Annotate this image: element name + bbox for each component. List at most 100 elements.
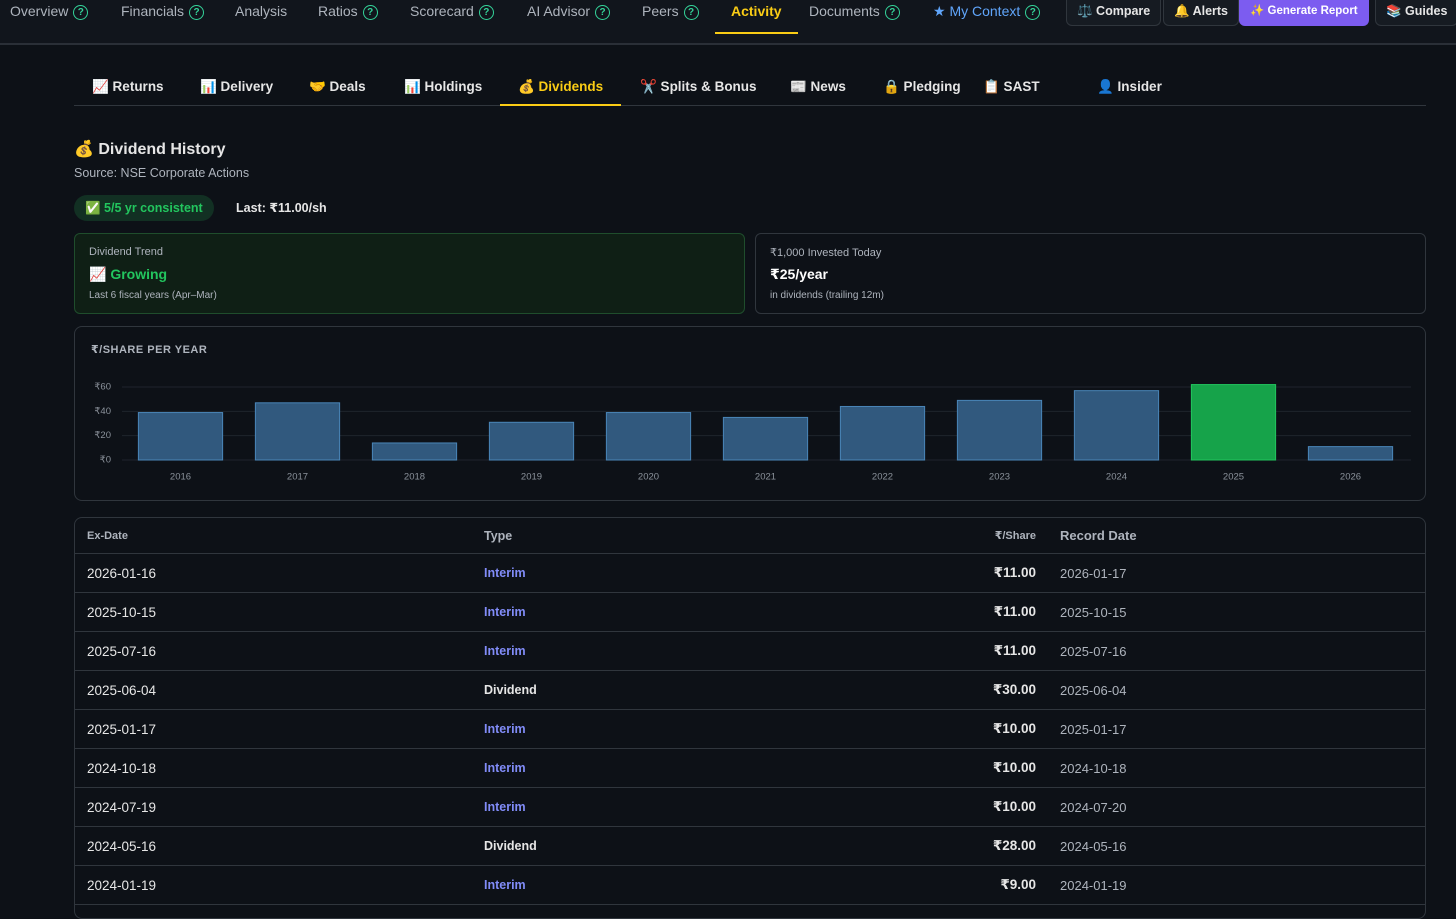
nav-tab-label[interactable]: AI Advisor bbox=[527, 3, 590, 19]
nav-tab-label[interactable]: ★ My Context bbox=[933, 3, 1020, 19]
table-cell[interactable]: 2025-10-15 bbox=[87, 605, 484, 620]
x-tick-label: 2026 bbox=[1340, 472, 1361, 483]
nav-tab[interactable]: Analysis bbox=[235, 0, 287, 32]
sub-tab[interactable]: 📰 News bbox=[772, 70, 864, 104]
table-cell[interactable]: Interim bbox=[484, 761, 914, 775]
chart-title: ₹/SHARE PER YEAR bbox=[91, 344, 207, 356]
nav-tab-label[interactable]: Scorecard bbox=[410, 3, 474, 19]
table-cell[interactable]: 2024-10-18 bbox=[87, 761, 484, 776]
table-cell[interactable]: Interim bbox=[484, 878, 914, 892]
nav-button[interactable]: ✨ Generate Report bbox=[1239, 0, 1369, 26]
table-cell[interactable]: Interim bbox=[484, 566, 914, 580]
table-cell[interactable]: 2024-07-20 bbox=[1036, 800, 1425, 815]
table-cell[interactable]: 2025-01-17 bbox=[87, 722, 484, 737]
table-cell[interactable]: 2026-01-17 bbox=[1036, 566, 1425, 581]
help-icon: ? bbox=[479, 5, 494, 20]
table-cell[interactable]: ₹10.00 bbox=[914, 799, 1036, 815]
table-cell[interactable]: ₹28.00 bbox=[914, 838, 1036, 854]
card-label: Dividend Trend bbox=[89, 246, 163, 258]
bar bbox=[255, 403, 339, 460]
table-row[interactable]: 2024-07-19Interim₹10.002024-07-20 bbox=[75, 788, 1425, 827]
table-cell[interactable]: 2024-05-16 bbox=[1036, 839, 1425, 854]
table-cell[interactable]: Dividend bbox=[484, 683, 914, 697]
table-cell[interactable]: 2025-07-16 bbox=[1036, 644, 1425, 659]
table-cell[interactable]: 2024-01-19 bbox=[87, 878, 484, 893]
table-cell[interactable]: 2024-05-16 bbox=[87, 839, 484, 854]
table-cell[interactable]: ₹9.00 bbox=[914, 877, 1036, 893]
top-nav: Overview?Financials?AnalysisRatios?Score… bbox=[0, 0, 1456, 45]
sub-tab[interactable]: ✂️ Splits & Bonus bbox=[622, 70, 775, 104]
help-icon: ? bbox=[189, 5, 204, 20]
help-icon: ? bbox=[73, 5, 88, 20]
table-cell[interactable]: 2024-01-19 bbox=[1036, 878, 1425, 893]
sub-tab[interactable]: 🤝 Deals bbox=[291, 70, 384, 104]
help-icon: ? bbox=[595, 5, 610, 20]
nav-tab-label[interactable]: Financials bbox=[121, 3, 184, 19]
bar bbox=[840, 406, 924, 460]
table-row[interactable]: 2025-01-17Interim₹10.002025-01-17 bbox=[75, 710, 1425, 749]
nav-button[interactable]: ⚖️ Compare bbox=[1066, 0, 1161, 26]
nav-tab[interactable]: Scorecard? bbox=[410, 0, 494, 32]
sub-tab[interactable]: 📈 Returns bbox=[74, 70, 182, 104]
table-cell[interactable]: Dividend bbox=[484, 839, 914, 853]
bar bbox=[957, 400, 1041, 460]
table-cell[interactable]: ₹10.00 bbox=[914, 760, 1036, 776]
table-cell[interactable]: ₹11.00 bbox=[914, 643, 1036, 659]
nav-tab-label[interactable]: Ratios bbox=[318, 3, 358, 19]
table-cell[interactable]: ₹11.00 bbox=[914, 565, 1036, 581]
table-cell[interactable]: 2025-07-16 bbox=[87, 644, 484, 659]
nav-button[interactable]: 🔔 Alerts bbox=[1163, 0, 1239, 26]
table-cell[interactable]: ₹30.00 bbox=[914, 682, 1036, 698]
nav-tab[interactable]: Activity bbox=[715, 0, 798, 34]
help-icon: ? bbox=[363, 5, 378, 20]
nav-tab-label[interactable]: Activity bbox=[731, 3, 782, 19]
help-icon: ? bbox=[684, 5, 699, 20]
table-cell[interactable]: 2025-01-17 bbox=[1036, 722, 1425, 737]
nav-tab[interactable]: Overview? bbox=[10, 0, 88, 32]
nav-button[interactable]: 📚 Guides bbox=[1375, 0, 1456, 26]
x-tick-label: 2024 bbox=[1106, 472, 1127, 483]
nav-tab[interactable]: Peers? bbox=[642, 0, 699, 32]
table-cell[interactable]: 2026-01-16 bbox=[87, 566, 484, 581]
y-tick-label: ₹60 bbox=[94, 382, 111, 393]
table-cell[interactable]: 2024-07-19 bbox=[87, 800, 484, 815]
table-cell[interactable]: 2025-10-15 bbox=[1036, 605, 1425, 620]
y-tick-label: ₹0 bbox=[100, 455, 111, 466]
table-row[interactable]: 2025-06-04Dividend₹30.002025-06-04 bbox=[75, 671, 1425, 710]
table-header[interactable]: Ex-DateType₹/ShareRecord Date bbox=[75, 518, 1425, 554]
table-row[interactable]: 2024-01-19Interim₹9.002024-01-19 bbox=[75, 866, 1425, 905]
table-cell[interactable]: 2025-06-04 bbox=[1036, 683, 1425, 698]
table-row[interactable]: 2025-07-16Interim₹11.002025-07-16 bbox=[75, 632, 1425, 671]
table-cell[interactable]: Interim bbox=[484, 605, 914, 619]
sub-tab[interactable]: 🔒 Pledging bbox=[865, 70, 979, 104]
table-row[interactable]: 2024-10-18Interim₹10.002024-10-18 bbox=[75, 749, 1425, 788]
table-cell[interactable]: 2024-10-18 bbox=[1036, 761, 1425, 776]
nav-tab[interactable]: Financials? bbox=[121, 0, 204, 32]
nav-tab[interactable]: ★ My Context? bbox=[933, 0, 1040, 32]
table-cell[interactable]: 2025-06-04 bbox=[87, 683, 484, 698]
sub-tab[interactable]: 📊 Holdings bbox=[386, 70, 500, 104]
sub-tab[interactable]: 📊 Delivery bbox=[182, 70, 291, 104]
nav-tab-label[interactable]: Peers bbox=[642, 3, 679, 19]
sub-tab[interactable]: 💰 Dividends bbox=[500, 70, 621, 106]
table-cell[interactable]: Interim bbox=[484, 644, 914, 658]
nav-tab[interactable]: AI Advisor? bbox=[527, 0, 610, 32]
y-tick-label: ₹40 bbox=[94, 406, 111, 417]
sub-tab[interactable]: 📋 SAST bbox=[965, 70, 1058, 104]
table-cell[interactable]: ₹10.00 bbox=[914, 721, 1036, 737]
table-row[interactable]: 2026-01-16Interim₹11.002026-01-17 bbox=[75, 554, 1425, 593]
nav-tab[interactable]: Documents? bbox=[809, 0, 900, 32]
source: Source: NSE Corporate Actions bbox=[74, 166, 249, 180]
chart: ₹/SHARE PER YEAR₹0₹20₹40₹602016201720182… bbox=[75, 327, 1425, 500]
sub-tab[interactable]: 👤 Insider bbox=[1079, 70, 1180, 104]
table-cell[interactable]: Interim bbox=[484, 722, 914, 736]
nav-tab-label[interactable]: Documents bbox=[809, 3, 880, 19]
table-row[interactable]: 2024-05-16Dividend₹28.002024-05-16 bbox=[75, 827, 1425, 866]
table-cell[interactable]: Interim bbox=[484, 800, 914, 814]
nav-tab-label[interactable]: Analysis bbox=[235, 3, 287, 19]
table-cell[interactable]: ₹11.00 bbox=[914, 604, 1036, 620]
nav-tab[interactable]: Ratios? bbox=[318, 0, 378, 32]
table-row[interactable]: 2025-10-15Interim₹11.002025-10-15 bbox=[75, 593, 1425, 632]
nav-tab-label[interactable]: Overview bbox=[10, 3, 68, 19]
